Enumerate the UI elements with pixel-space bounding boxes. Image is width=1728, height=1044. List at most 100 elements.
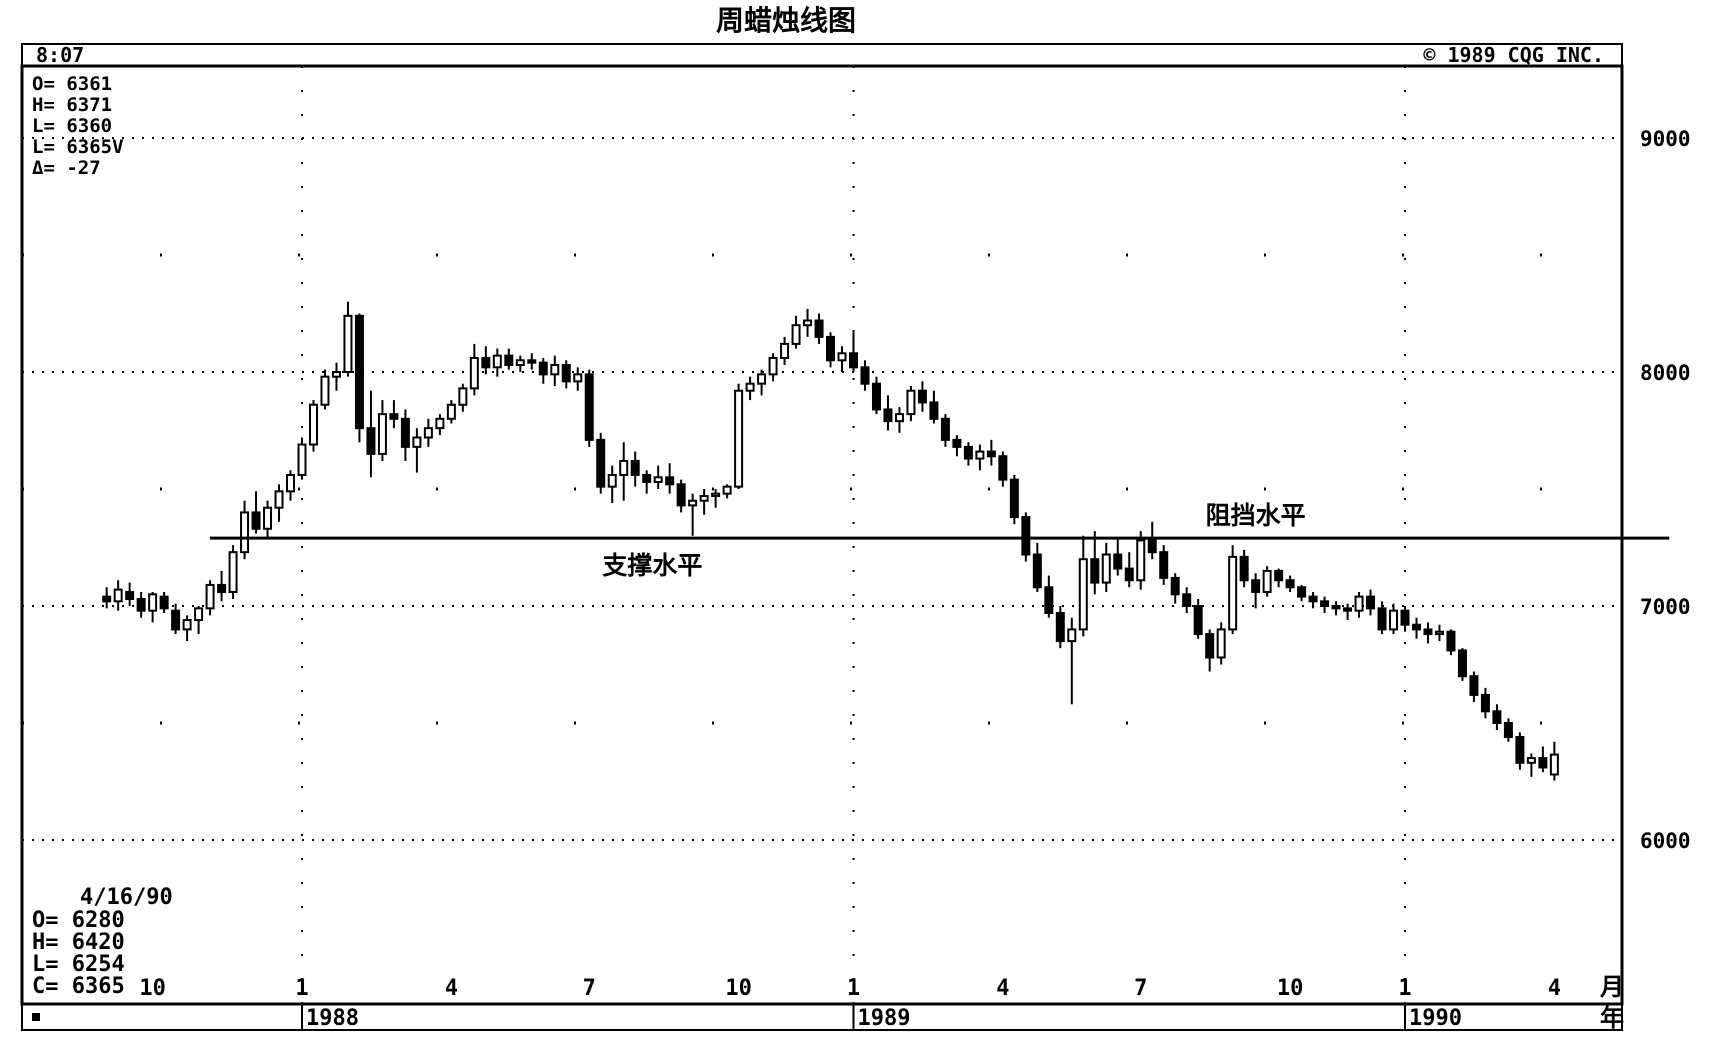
candle-body bbox=[642, 473, 652, 483]
x-month-label: 10 bbox=[725, 976, 752, 1001]
candle bbox=[1055, 606, 1065, 649]
candle bbox=[1538, 746, 1548, 773]
candle-body bbox=[113, 588, 123, 603]
candle bbox=[940, 414, 950, 447]
candle-body bbox=[1274, 569, 1284, 582]
candle bbox=[515, 355, 525, 372]
candle-body bbox=[1285, 579, 1295, 589]
candle-body bbox=[423, 427, 433, 439]
candle bbox=[102, 587, 112, 609]
candle bbox=[240, 500, 250, 560]
candle bbox=[125, 582, 135, 606]
candle bbox=[561, 360, 571, 389]
candle-body bbox=[481, 356, 491, 369]
candle bbox=[745, 376, 755, 401]
candle-body bbox=[940, 417, 950, 441]
candle bbox=[1515, 732, 1525, 770]
candle-body bbox=[1262, 569, 1272, 593]
readout-top: O= 6361 H= 6371 L= 6360 L= 6365V Δ= -27 bbox=[32, 73, 124, 179]
candle bbox=[400, 409, 410, 461]
candle-body bbox=[1055, 612, 1065, 643]
candle-body bbox=[917, 389, 927, 404]
candle bbox=[584, 369, 594, 447]
x-month-label: 10 bbox=[139, 976, 166, 1001]
candle bbox=[1503, 718, 1513, 742]
candle bbox=[148, 591, 158, 623]
candle bbox=[274, 484, 284, 522]
candle-body bbox=[1400, 609, 1410, 626]
y-tick-label-9000: 9000 bbox=[1640, 127, 1691, 151]
candle-body bbox=[492, 354, 502, 369]
candle-body bbox=[1423, 628, 1433, 636]
candle-body bbox=[814, 319, 824, 338]
candle-body bbox=[1377, 607, 1387, 631]
candle-body bbox=[1113, 553, 1123, 570]
candle-body bbox=[504, 354, 514, 366]
candle bbox=[780, 336, 790, 365]
candle bbox=[860, 360, 870, 391]
x-month-label: 10 bbox=[1277, 976, 1304, 1001]
candle-body bbox=[1389, 609, 1399, 631]
candle bbox=[963, 442, 973, 466]
header-time: 8:07 bbox=[36, 43, 84, 67]
candle bbox=[871, 376, 881, 415]
candle bbox=[1492, 704, 1502, 731]
candle bbox=[791, 315, 801, 349]
candle bbox=[1113, 538, 1123, 576]
candle-body bbox=[607, 473, 617, 488]
candle bbox=[573, 367, 583, 391]
readout-top-last: L= 6365V bbox=[32, 136, 124, 158]
candle-body bbox=[1193, 605, 1203, 636]
candle bbox=[263, 500, 273, 539]
candle bbox=[1193, 598, 1203, 639]
candle bbox=[1457, 648, 1467, 681]
candle-body bbox=[308, 403, 318, 446]
candle bbox=[642, 470, 652, 494]
candle bbox=[308, 400, 318, 452]
candle bbox=[837, 346, 847, 372]
support-label: 支撑水平 bbox=[602, 551, 702, 580]
candle bbox=[366, 390, 376, 478]
candle-body bbox=[1434, 630, 1444, 636]
candle-body bbox=[1538, 757, 1548, 769]
candle-body bbox=[573, 373, 583, 383]
candle-body bbox=[860, 366, 870, 385]
candle bbox=[1067, 617, 1077, 705]
candle-body bbox=[1549, 753, 1559, 776]
candle-body bbox=[286, 473, 296, 493]
candle bbox=[492, 348, 502, 377]
candle bbox=[1216, 622, 1226, 665]
candle bbox=[711, 489, 721, 508]
candle-body bbox=[1205, 633, 1215, 659]
candle-body bbox=[159, 595, 169, 610]
candle bbox=[1526, 753, 1536, 777]
candle bbox=[1411, 617, 1421, 639]
candle-body bbox=[1101, 553, 1111, 584]
candle bbox=[1228, 545, 1238, 635]
candle-body bbox=[780, 342, 790, 359]
y-axis: 6000 7000 8000 9000 bbox=[1640, 127, 1691, 853]
readout-top-high: H= 6371 bbox=[32, 94, 112, 116]
x-axis: 10 1 4 7 10 1 4 7 10 1 4 月 1988 1989 1990 年 bbox=[21, 973, 1624, 1032]
candle bbox=[1400, 606, 1410, 632]
candle-body bbox=[1159, 551, 1169, 579]
candle-body bbox=[975, 450, 985, 460]
candle-body bbox=[849, 352, 858, 369]
readout-bottom-date: 4/16/90 bbox=[80, 885, 173, 910]
candle bbox=[699, 489, 709, 515]
candle bbox=[1320, 596, 1330, 614]
candle bbox=[217, 570, 227, 602]
candle-body bbox=[1136, 539, 1146, 582]
candle-body bbox=[688, 499, 698, 507]
candle bbox=[1331, 601, 1341, 616]
candle bbox=[136, 591, 146, 618]
candle bbox=[550, 355, 560, 387]
candle bbox=[423, 418, 433, 447]
candle bbox=[1009, 474, 1019, 525]
candle bbox=[286, 470, 296, 501]
candle bbox=[1101, 542, 1111, 592]
candle-body bbox=[1457, 649, 1467, 678]
candle-body bbox=[366, 427, 376, 455]
candle-body bbox=[1170, 576, 1180, 596]
year-strip-marker bbox=[32, 1013, 40, 1021]
